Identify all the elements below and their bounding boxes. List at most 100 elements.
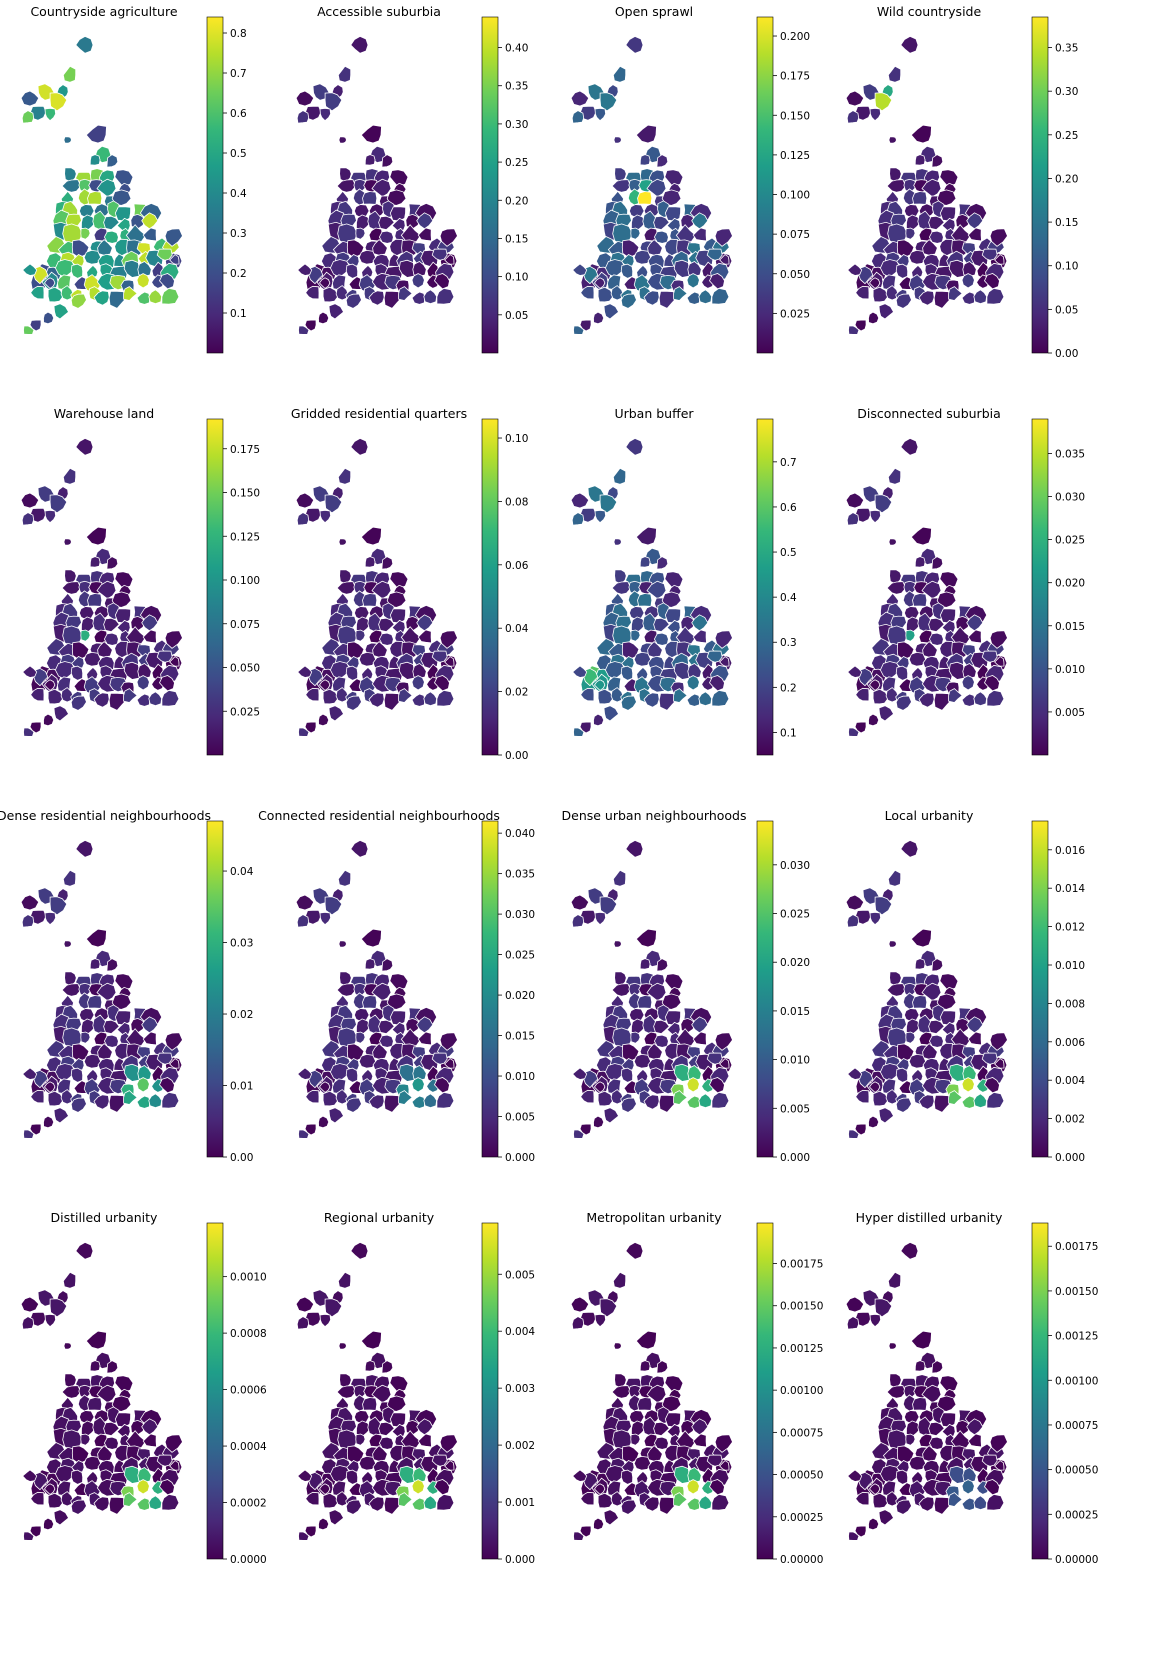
region-north [350, 437, 369, 456]
region-wales [620, 665, 634, 681]
region-wales [847, 1469, 863, 1482]
region-north-west [336, 983, 357, 997]
region-london [686, 291, 701, 305]
region-wales [610, 1089, 624, 1105]
region-south-west [854, 319, 867, 332]
region-south-west [23, 727, 35, 737]
region-london [161, 689, 180, 707]
region-south-west [43, 1115, 55, 1129]
region-south-west [318, 1115, 330, 1129]
region-london [411, 1479, 425, 1495]
region-south-west [593, 1517, 605, 1531]
region-south-west [579, 1123, 592, 1136]
region-london [962, 663, 977, 679]
region-london [933, 1094, 952, 1113]
region-yorkshire [931, 556, 944, 570]
region-south-west [593, 311, 605, 325]
region-london [973, 691, 988, 707]
region-midlands [355, 214, 372, 232]
region-midlands [389, 1444, 404, 1463]
region-london [711, 1493, 730, 1511]
colorbar-tick-label: 0.00175 [780, 1259, 823, 1271]
region-wales [580, 1491, 595, 1506]
region-midlands [939, 608, 957, 624]
region-south-west [593, 713, 605, 727]
region-london [411, 1077, 425, 1093]
colorbar-tick-label: 0.000 [505, 1554, 535, 1566]
region-london [948, 1090, 963, 1105]
region-south-west [593, 1115, 605, 1129]
region-north-west [61, 179, 82, 193]
region-north-west [637, 191, 653, 205]
region-midlands [114, 206, 132, 222]
region-midlands [936, 1395, 957, 1412]
region-wales [335, 687, 349, 703]
region-north [888, 538, 897, 546]
region-midlands [661, 189, 682, 206]
region-yorkshire [639, 1360, 651, 1372]
colorbar [756, 16, 774, 354]
region-london [108, 290, 127, 309]
region-south-west [878, 705, 895, 722]
region-midlands [96, 982, 117, 1002]
colorbar [1031, 820, 1049, 1158]
region-midlands [114, 1010, 132, 1026]
region-north-west [886, 983, 907, 997]
region-midlands [623, 276, 639, 290]
region-wales [322, 688, 339, 705]
region-london [436, 1091, 455, 1109]
region-midlands [111, 189, 132, 206]
region-north-west [912, 1397, 928, 1411]
region-wales [855, 1491, 870, 1506]
region-midlands [71, 1043, 90, 1063]
colorbar-tick-label: 0.025 [1055, 535, 1085, 547]
region-midlands [967, 227, 982, 242]
region-wales [572, 263, 588, 276]
colorbar-tick-label: 0.015 [505, 1031, 535, 1043]
region-midlands [928, 1034, 944, 1048]
colorbar-tick-label: 0.00125 [1055, 1331, 1098, 1343]
region-midlands [630, 629, 641, 642]
region-wales [620, 263, 634, 279]
colorbar-tick-label: 0.150 [780, 110, 810, 122]
region-north [337, 869, 352, 887]
region-london [136, 1077, 150, 1093]
region-london [673, 1492, 688, 1507]
region-lake [324, 1298, 343, 1318]
region-wales [60, 687, 74, 703]
region-midlands [908, 1053, 927, 1069]
region-london [137, 663, 152, 679]
region-london [973, 289, 988, 305]
region-north [900, 839, 919, 858]
region-london [137, 1467, 152, 1483]
region-london [412, 1467, 427, 1483]
colorbar-tick-label: 0.125 [780, 150, 810, 162]
region-north-west [64, 1373, 77, 1389]
region-north [900, 1241, 919, 1260]
colorbar-tick-label: 0.00000 [1055, 1554, 1098, 1566]
region-north-west [339, 971, 352, 987]
region-midlands [355, 1420, 372, 1438]
region-north-west [637, 1397, 653, 1411]
colorbar-tick-label: 0.010 [505, 1071, 535, 1083]
colorbar-tick-label: 0.00000 [780, 1554, 823, 1566]
region-north [338, 538, 347, 546]
region-midlands [691, 1418, 709, 1436]
colorbar-tick-label: 0.005 [1055, 707, 1085, 719]
region-midlands [898, 1482, 914, 1496]
region-midlands [664, 1412, 682, 1428]
region-wales [47, 286, 64, 303]
region-midlands [80, 1433, 91, 1446]
region-wales [597, 688, 614, 705]
region-midlands [86, 666, 99, 681]
region-midlands [103, 215, 120, 231]
region-yorkshire [931, 154, 944, 168]
region-midlands [368, 692, 385, 708]
region-lake [44, 107, 57, 122]
colorbar-tick-label: 0.20 [1055, 173, 1078, 185]
colorbar-tick-label: 0.0000 [230, 1554, 267, 1566]
region-south-west [318, 713, 330, 727]
region-london [423, 1093, 438, 1109]
colorbar-tick-label: 0.35 [505, 81, 528, 93]
panel-title: Dense residential neighbourhoods [0, 808, 211, 823]
